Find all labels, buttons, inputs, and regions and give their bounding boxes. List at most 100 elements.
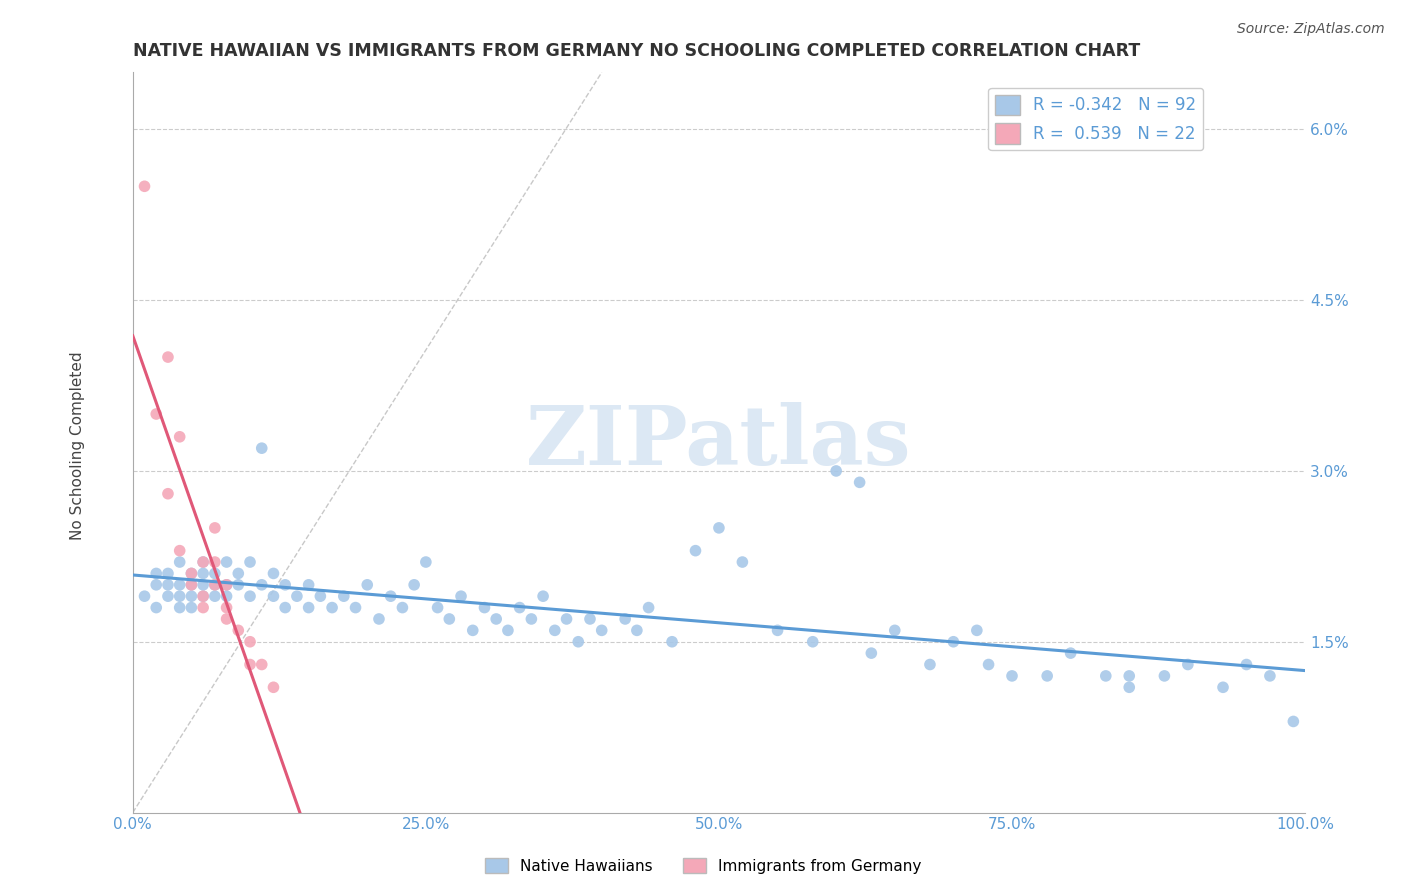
Point [309,589,332,603]
Point [591,624,613,638]
Point [226,624,249,638]
Point [239,555,262,569]
Point [637,600,659,615]
Point [1212,681,1234,695]
Text: NATIVE HAWAIIAN VS IMMIGRANTS FROM GERMANY NO SCHOOLING COMPLETED CORRELATION CH: NATIVE HAWAIIAN VS IMMIGRANTS FROM GERMA… [132,42,1140,60]
Point [156,350,179,364]
Point [285,589,308,603]
Point [579,612,602,626]
Point [356,578,378,592]
Point [215,612,238,626]
Point [215,589,238,603]
Point [1059,646,1081,660]
Point [226,566,249,581]
Point [626,624,648,638]
Point [1236,657,1258,672]
Point [274,578,297,592]
Point [145,600,167,615]
Point [567,634,589,648]
Point [918,657,941,672]
Point [1001,669,1024,683]
Text: No Schooling Completed: No Schooling Completed [70,351,84,541]
Point [156,566,179,581]
Point [145,407,167,421]
Point [509,600,531,615]
Point [1282,714,1305,729]
Point [426,600,449,615]
Point [239,657,262,672]
Point [134,589,156,603]
Point [801,634,824,648]
Point [1118,681,1140,695]
Point [966,624,988,638]
Point [544,624,567,638]
Text: Source: ZipAtlas.com: Source: ZipAtlas.com [1237,22,1385,37]
Point [485,612,508,626]
Point [204,578,226,592]
Point [215,555,238,569]
Point [825,464,848,478]
Point [169,600,191,615]
Point [191,600,214,615]
Point [439,612,461,626]
Point [169,589,191,603]
Point [204,589,226,603]
Point [169,555,191,569]
Point [942,634,965,648]
Point [180,578,202,592]
Point [250,441,273,455]
Point [169,578,191,592]
Point [555,612,578,626]
Point [191,589,214,603]
Point [450,589,472,603]
Point [731,555,754,569]
Point [145,566,167,581]
Point [1118,669,1140,683]
Point [344,600,367,615]
Point [191,555,214,569]
Point [766,624,789,638]
Point [156,589,179,603]
Point [614,612,637,626]
Point [274,600,297,615]
Point [250,657,273,672]
Point [1258,669,1281,683]
Point [461,624,484,638]
Point [1177,657,1199,672]
Point [474,600,496,615]
Point [180,589,202,603]
Point [215,600,238,615]
Point [191,566,214,581]
Point [169,430,191,444]
Point [156,486,179,500]
Point [156,578,179,592]
Point [180,566,202,581]
Legend: Native Hawaiians, Immigrants from Germany: Native Hawaiians, Immigrants from German… [478,852,928,880]
Point [180,566,202,581]
Point [848,475,870,490]
Point [883,624,905,638]
Point [520,612,543,626]
Point [239,634,262,648]
Point [263,566,285,581]
Text: ZIPatlas: ZIPatlas [526,402,911,483]
Point [977,657,1000,672]
Point [298,578,321,592]
Point [180,600,202,615]
Point [204,566,226,581]
Point [180,578,202,592]
Point [404,578,426,592]
Point [1153,669,1175,683]
Point [191,578,214,592]
Point [1094,669,1116,683]
Point [226,578,249,592]
Point [204,555,226,569]
Point [707,521,730,535]
Point [239,589,262,603]
Point [1036,669,1059,683]
Point [145,578,167,592]
Point [380,589,402,603]
Point [298,600,321,615]
Point [191,589,214,603]
Point [250,578,273,592]
